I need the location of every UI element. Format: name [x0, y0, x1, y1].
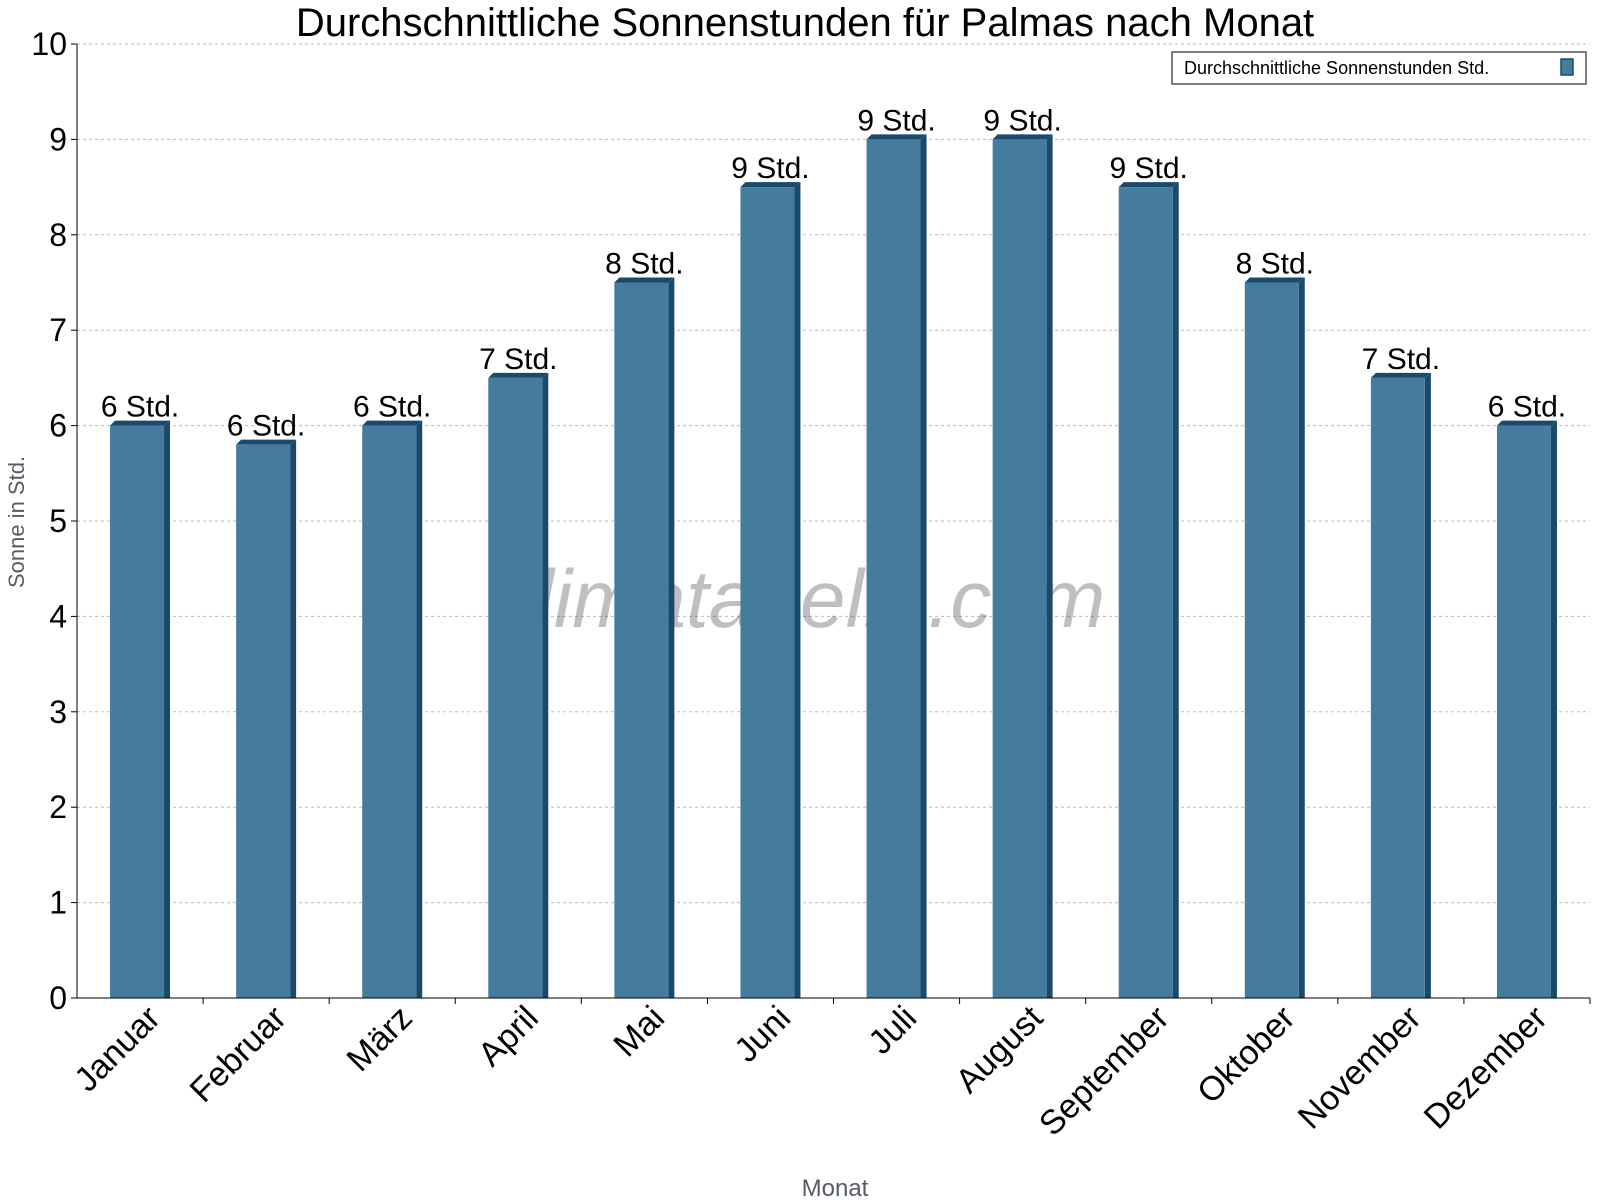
bar-top	[1244, 277, 1305, 283]
y-tick-label: 5	[49, 503, 67, 539]
bar-side	[1046, 134, 1053, 998]
bar-side	[920, 134, 927, 998]
bar	[866, 139, 921, 998]
x-tick-label: März	[340, 999, 420, 1079]
bar-top	[866, 134, 927, 140]
bar	[362, 425, 417, 999]
bar	[236, 444, 291, 998]
data-label: 6 Std.	[227, 410, 305, 443]
x-tick-label: Oktober	[1190, 999, 1302, 1111]
bar-side	[1298, 277, 1305, 998]
x-tick-label: Juni	[727, 999, 798, 1070]
bar-top	[362, 420, 423, 426]
bar-side	[416, 420, 423, 999]
y-tick-label: 6	[49, 408, 67, 444]
data-label: 9 Std.	[857, 104, 935, 137]
x-tick-label: Februar	[183, 999, 294, 1110]
x-tick-label: Juli	[861, 999, 924, 1062]
bar	[740, 187, 795, 999]
bar	[614, 282, 669, 998]
bar-top	[1370, 372, 1431, 378]
bar	[1244, 282, 1299, 998]
bar	[1370, 377, 1425, 998]
data-label: 9 Std.	[731, 152, 809, 185]
data-label: 8 Std.	[605, 248, 683, 281]
data-label: 7 Std.	[1362, 343, 1440, 376]
x-tick-label: Mai	[606, 999, 672, 1065]
x-tick-label: April	[471, 999, 546, 1074]
data-label: 6 Std.	[353, 391, 431, 424]
x-axis-label: Monat	[802, 1175, 869, 1200]
y-tick-label: 0	[49, 980, 67, 1016]
x-tick-label: September	[1032, 999, 1176, 1143]
y-tick-label: 8	[49, 217, 67, 253]
x-tick-label: August	[949, 998, 1051, 1100]
bar-side	[668, 277, 675, 998]
y-tick-label: 1	[49, 885, 67, 921]
data-label: 7 Std.	[479, 343, 557, 376]
legend-label: Durchschnittliche Sonnenstunden Std.	[1184, 58, 1489, 78]
bar-side	[1424, 372, 1431, 998]
bar-side	[290, 439, 297, 998]
y-tick-label: 10	[31, 26, 67, 62]
bar	[110, 425, 165, 999]
bar-top	[1118, 182, 1179, 188]
data-label: 6 Std.	[1488, 391, 1566, 424]
y-tick-label: 3	[49, 694, 67, 730]
bar-side	[1550, 420, 1557, 999]
bar-top	[1496, 420, 1557, 426]
legend-swatch	[1560, 58, 1574, 76]
y-tick-label: 4	[49, 598, 67, 634]
y-tick-label: 7	[49, 312, 67, 348]
bar-side	[794, 182, 801, 999]
bar-side	[542, 372, 549, 998]
chart-title: Durchschnittliche Sonnenstunden für Palm…	[296, 1, 1314, 45]
x-tick-label: Januar	[67, 999, 167, 1099]
data-label: 8 Std.	[1236, 248, 1314, 281]
bar	[1118, 187, 1173, 999]
data-label: 9 Std.	[983, 104, 1061, 137]
data-label: 6 Std.	[101, 391, 179, 424]
bar-top	[992, 134, 1053, 140]
y-axis-label: Sonne in Std.	[4, 456, 29, 588]
bar-top	[740, 182, 801, 188]
bar	[488, 377, 543, 998]
legend: Durchschnittliche Sonnenstunden Std.	[1171, 51, 1587, 85]
x-tick-label: November	[1291, 999, 1429, 1137]
y-tick-label: 9	[49, 121, 67, 157]
x-tick-label: Dezember	[1417, 999, 1555, 1137]
bar	[992, 139, 1047, 998]
bar-side	[1172, 182, 1179, 999]
bar-top	[236, 439, 297, 445]
bar-top	[614, 277, 675, 283]
bar-top	[110, 420, 171, 426]
y-tick-label: 2	[49, 789, 67, 825]
bar-side	[164, 420, 171, 999]
bar-top	[488, 372, 549, 378]
bar	[1496, 425, 1551, 999]
data-label: 9 Std.	[1110, 152, 1188, 185]
